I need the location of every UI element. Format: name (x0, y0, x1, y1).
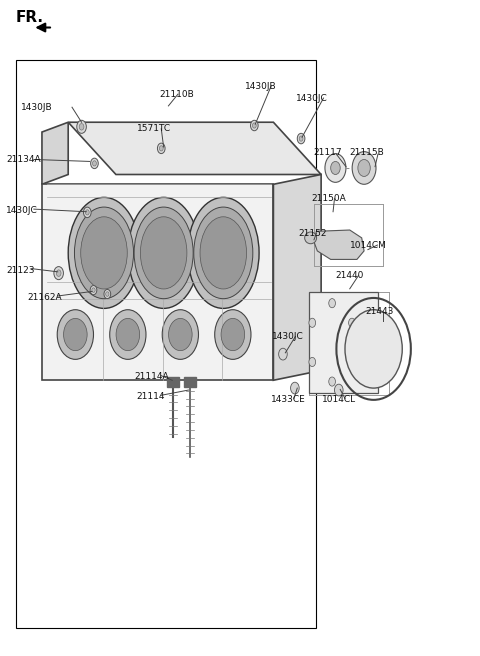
Circle shape (159, 146, 163, 151)
Text: 21114: 21114 (136, 392, 165, 401)
Ellipse shape (128, 197, 199, 308)
Ellipse shape (74, 207, 133, 298)
Ellipse shape (68, 197, 140, 308)
Circle shape (56, 270, 61, 276)
Circle shape (331, 161, 340, 174)
Circle shape (79, 123, 84, 130)
Circle shape (348, 318, 355, 327)
Text: 21150A: 21150A (312, 194, 347, 203)
Circle shape (252, 123, 256, 128)
Text: 21115B: 21115B (350, 148, 384, 157)
Circle shape (106, 292, 109, 297)
Circle shape (348, 358, 355, 367)
Text: 21110B: 21110B (159, 90, 193, 98)
Text: 21443: 21443 (365, 307, 394, 316)
Circle shape (290, 382, 299, 394)
Circle shape (110, 310, 146, 359)
Text: FR.: FR. (16, 10, 44, 25)
Text: 21162A: 21162A (28, 293, 62, 302)
Circle shape (335, 384, 343, 396)
Circle shape (352, 152, 376, 184)
Text: 21114A: 21114A (134, 373, 168, 382)
Text: 21152: 21152 (298, 229, 327, 237)
Ellipse shape (140, 216, 187, 289)
Text: 21117: 21117 (313, 148, 342, 157)
Ellipse shape (194, 207, 253, 298)
Text: 21134A: 21134A (6, 155, 41, 164)
Bar (16, 60, 316, 628)
Polygon shape (68, 122, 321, 174)
Ellipse shape (345, 310, 402, 388)
Text: 1014CM: 1014CM (350, 241, 386, 249)
Bar (184, 377, 196, 387)
Text: 21123: 21123 (6, 266, 35, 275)
Circle shape (77, 120, 86, 133)
Circle shape (297, 133, 305, 144)
Circle shape (63, 318, 87, 351)
Circle shape (92, 288, 95, 293)
Text: 1430JC: 1430JC (273, 332, 304, 341)
Ellipse shape (200, 216, 247, 289)
Circle shape (309, 318, 316, 327)
Polygon shape (314, 230, 364, 259)
Circle shape (168, 318, 192, 351)
Circle shape (157, 143, 165, 154)
Bar (309, 292, 378, 394)
Circle shape (93, 161, 96, 166)
Polygon shape (274, 174, 321, 380)
Circle shape (84, 207, 91, 218)
Circle shape (251, 120, 258, 131)
Circle shape (279, 348, 287, 360)
Circle shape (116, 318, 140, 351)
Circle shape (104, 289, 111, 298)
Text: 1430JC: 1430JC (6, 206, 38, 215)
Circle shape (57, 310, 94, 359)
Text: 1430JB: 1430JB (245, 82, 276, 91)
FancyArrowPatch shape (37, 24, 50, 31)
Text: 1571TC: 1571TC (137, 124, 171, 133)
Circle shape (90, 285, 97, 295)
Circle shape (91, 158, 98, 169)
Ellipse shape (188, 197, 259, 308)
Circle shape (329, 298, 336, 308)
Polygon shape (42, 122, 68, 184)
Circle shape (329, 377, 336, 386)
Ellipse shape (81, 216, 127, 289)
Ellipse shape (305, 232, 317, 244)
Text: 21440: 21440 (336, 271, 364, 280)
Polygon shape (42, 184, 274, 380)
Bar (168, 377, 179, 387)
Text: 1430JC: 1430JC (296, 94, 328, 102)
Circle shape (215, 310, 251, 359)
Text: 1014CL: 1014CL (322, 396, 356, 404)
Circle shape (162, 310, 199, 359)
Ellipse shape (134, 207, 193, 298)
Circle shape (325, 154, 346, 182)
Text: 1430JB: 1430JB (21, 103, 52, 112)
Circle shape (54, 266, 63, 279)
Circle shape (221, 318, 245, 351)
Circle shape (309, 358, 316, 367)
Circle shape (85, 210, 89, 215)
Text: 1433CE: 1433CE (271, 396, 306, 404)
Circle shape (299, 136, 303, 141)
Circle shape (358, 159, 370, 176)
